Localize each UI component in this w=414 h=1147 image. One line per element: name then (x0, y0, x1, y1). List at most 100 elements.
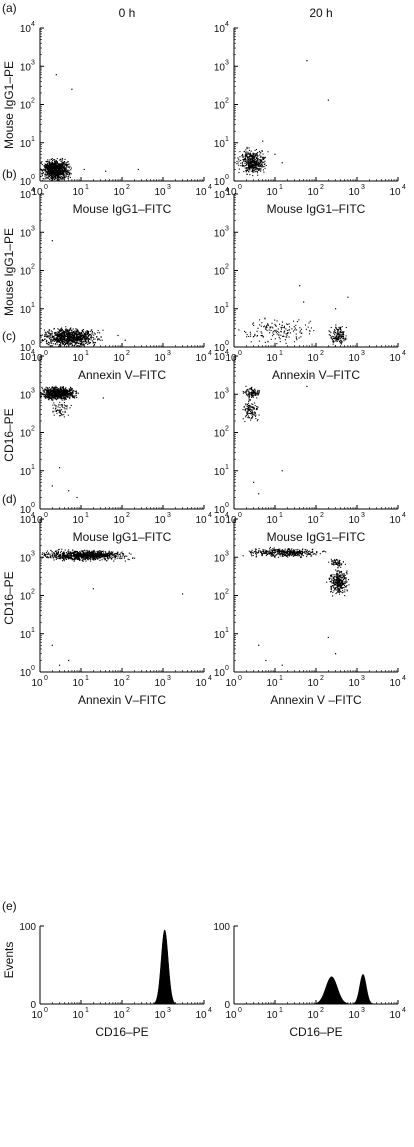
data-point (77, 330, 79, 332)
data-point (58, 338, 60, 340)
data-point (55, 338, 57, 340)
data-point (245, 392, 247, 394)
data-point (52, 335, 54, 338)
y-tick-label: 10 (214, 429, 226, 440)
data-point (56, 388, 58, 390)
data-point (54, 343, 57, 345)
data-point (110, 551, 112, 553)
data-point (67, 338, 69, 340)
data-point (59, 178, 61, 180)
data-point (247, 405, 249, 407)
data-point (49, 168, 52, 170)
x-tick-label: 10 (307, 515, 319, 526)
data-point (97, 553, 100, 556)
data-point (51, 550, 53, 553)
data-point (272, 330, 274, 332)
data-point (112, 556, 114, 558)
data-point (247, 408, 249, 411)
data-point (288, 336, 290, 338)
data-point (342, 333, 344, 335)
data-point (61, 391, 63, 393)
data-point (253, 160, 255, 162)
data-point (54, 333, 56, 335)
data-point (306, 385, 308, 388)
data-point (54, 394, 57, 396)
data-point (65, 328, 67, 330)
data-point (51, 333, 53, 335)
data-point (288, 329, 290, 331)
data-point (65, 165, 68, 167)
data-point (50, 172, 53, 174)
data-point (256, 335, 259, 337)
data-point (283, 335, 285, 337)
data-point (70, 339, 72, 341)
data-point (85, 339, 87, 341)
data-point (85, 333, 87, 335)
data-point (64, 174, 66, 176)
data-point (61, 403, 63, 406)
data-point (62, 173, 64, 175)
data-point (248, 168, 251, 170)
data-point (264, 317, 266, 319)
data-point (57, 391, 59, 393)
data-point (78, 334, 80, 336)
data-point (76, 552, 78, 554)
data-point (56, 173, 58, 175)
data-point (59, 169, 61, 171)
data-point (68, 173, 70, 175)
data-point (251, 154, 253, 156)
data-point (41, 175, 43, 177)
data-point (79, 550, 81, 552)
data-point (247, 163, 250, 166)
data-point (121, 557, 123, 559)
data-point (71, 388, 73, 390)
data-point (240, 159, 242, 162)
data-point (81, 557, 83, 559)
data-point (47, 396, 49, 398)
data-point (253, 159, 255, 162)
data-point (64, 329, 66, 331)
data-point (57, 388, 60, 390)
data-point (60, 164, 62, 166)
data-point (68, 557, 70, 559)
data-point (63, 407, 65, 409)
data-point (63, 394, 66, 396)
data-point (66, 338, 68, 340)
x-tick-exponent: 2 (126, 350, 130, 357)
data-point (44, 554, 47, 556)
data-point (59, 177, 61, 179)
data-point (256, 330, 258, 332)
y-tick-label: 10 (214, 228, 226, 239)
data-point (57, 394, 59, 396)
data-point (65, 394, 67, 396)
data-point (55, 167, 57, 169)
data-point (121, 551, 123, 553)
data-point (249, 399, 251, 401)
data-point (90, 551, 92, 553)
data-point (44, 173, 47, 175)
data-point (54, 175, 56, 177)
x-tick-exponent: 1 (85, 512, 89, 519)
data-point (328, 330, 330, 332)
data-point (295, 329, 297, 331)
data-point (58, 163, 60, 165)
y-tick-label: 10 (20, 24, 32, 35)
data-point (58, 410, 60, 412)
data-point (59, 338, 61, 340)
data-point (262, 140, 264, 142)
data-point (252, 323, 254, 325)
data-point (63, 414, 65, 416)
data-point (49, 163, 51, 165)
data-point (102, 554, 105, 556)
data-point (80, 338, 82, 340)
data-point (254, 394, 256, 396)
data-point (54, 387, 57, 389)
data-point (47, 170, 50, 172)
data-point (69, 342, 71, 344)
data-point (250, 417, 252, 419)
data-point (60, 556, 62, 558)
data-point (69, 392, 71, 394)
data-point (245, 155, 247, 157)
data-point (248, 153, 251, 155)
data-point (50, 392, 52, 394)
